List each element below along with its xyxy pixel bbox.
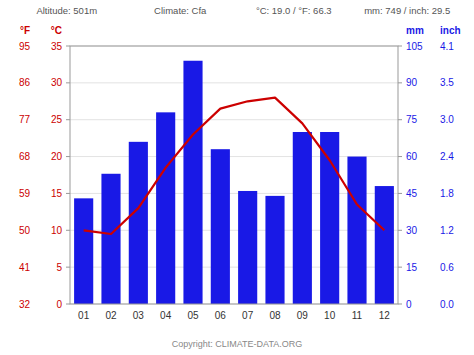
tick (398, 46, 402, 47)
plot-area (70, 46, 398, 304)
tick (66, 267, 70, 268)
tick (398, 119, 402, 120)
bar (265, 196, 284, 304)
tick-label: 0 (56, 299, 62, 310)
grid-line (70, 119, 398, 120)
tick-label: 06 (215, 310, 227, 321)
tick (66, 46, 70, 47)
tick-label: 01 (78, 310, 90, 321)
tick (66, 193, 70, 194)
annotation: Climate: Cfa (154, 5, 207, 16)
chart: 0510152025303532415059687786950153045607… (0, 0, 474, 355)
tick-label: 15 (406, 262, 418, 273)
tick-label: 15 (51, 188, 63, 199)
bar (101, 174, 120, 304)
tick-label: 75 (406, 114, 418, 125)
tick-label: 1.2 (440, 225, 454, 236)
tick-label: 04 (160, 310, 172, 321)
tick-label: 0.0 (440, 299, 454, 310)
bar (74, 198, 93, 304)
axis-label: °C (51, 25, 62, 36)
bar (129, 142, 148, 304)
tick-label: 41 (19, 262, 31, 273)
tick-label: 35 (51, 41, 63, 52)
tick (398, 82, 402, 83)
tick-label: 105 (406, 41, 423, 52)
tick-label: 2.4 (440, 151, 454, 162)
tick-label: 1.8 (440, 188, 454, 199)
grid-line (70, 82, 398, 83)
tick (398, 156, 402, 157)
axis-label: °F (20, 25, 30, 36)
line (84, 98, 385, 234)
tick-label: 59 (19, 188, 31, 199)
annotation: °C: 19.0 / °F: 66.3 (256, 5, 332, 16)
tick-label: 02 (105, 310, 117, 321)
tick-label: 95 (19, 41, 31, 52)
bar (293, 132, 312, 304)
bar (320, 132, 339, 304)
tick (66, 119, 70, 120)
tick (398, 267, 402, 268)
tick-label: 08 (269, 310, 281, 321)
tick-label: 4.1 (440, 41, 454, 52)
tick-label: 0.6 (440, 262, 454, 273)
tick-label: 90 (406, 77, 418, 88)
bar (183, 61, 202, 304)
tick-label: 32 (19, 299, 31, 310)
annotation: Altitude: 501m (36, 5, 97, 16)
tick-label: 10 (324, 310, 336, 321)
bar (375, 186, 394, 304)
bar (156, 112, 175, 304)
tick-label: 30 (51, 77, 63, 88)
axis-label: mm (406, 25, 424, 36)
tick-label: 12 (379, 310, 391, 321)
tick (398, 193, 402, 194)
tick-label: 10 (51, 225, 63, 236)
grid (70, 46, 398, 304)
axis-label: inch (440, 25, 461, 36)
tick-label: 25 (51, 114, 63, 125)
tick-label: 5 (56, 262, 62, 273)
marks (74, 61, 394, 304)
tick (398, 230, 402, 231)
tick-label: 30 (406, 225, 418, 236)
tick-label: 60 (406, 151, 418, 162)
tick (66, 230, 70, 231)
annotation: mm: 749 / inch: 29.5 (364, 5, 450, 16)
tick-label: 50 (19, 225, 31, 236)
tick-label: 45 (406, 188, 418, 199)
frame (70, 46, 398, 304)
tick (66, 304, 70, 305)
tick-label: 07 (242, 310, 254, 321)
bar (211, 149, 230, 304)
bar (238, 191, 257, 304)
tick-label: 0 (406, 299, 412, 310)
tick (66, 156, 70, 157)
tick-label: 09 (297, 310, 309, 321)
tick-label: 05 (187, 310, 199, 321)
tick-label: 86 (19, 77, 31, 88)
tick-label: 3.0 (440, 114, 454, 125)
tick-label: 11 (352, 310, 363, 321)
tick (66, 82, 70, 83)
bar (347, 157, 366, 304)
footer: Copyright: CLIMATE-DATA.ORG (172, 339, 303, 349)
tick-label: 3.5 (440, 77, 454, 88)
tick-label: 68 (19, 151, 31, 162)
tick (398, 304, 402, 305)
tick-label: 20 (51, 151, 63, 162)
tick-label: 03 (133, 310, 145, 321)
tick-label: 77 (19, 114, 31, 125)
